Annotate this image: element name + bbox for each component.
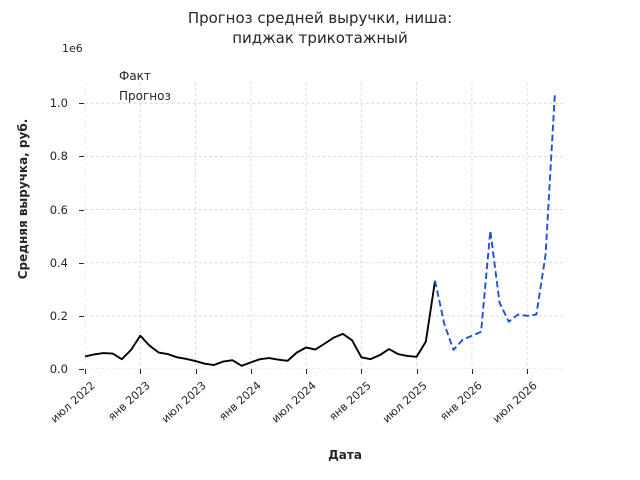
y-axis-tick-labels: 0.0 0.2 0.4 0.6 0.8 1.0 [18,0,68,480]
legend-label-forecast: Прогноз [119,89,171,103]
x-tick-mark-0 [85,369,86,374]
x-tick-label-4: июл 2024 [269,379,319,426]
y-tick-label-1: 0.2 [49,308,68,323]
x-tick-label-5: янв 2025 [326,379,375,424]
y-tick-label-4: 0.8 [49,149,68,164]
y-tick-mark-4 [79,156,84,158]
x-tick-mark-7 [471,369,473,374]
x-tick-mark-8 [527,369,529,374]
y-tick-label-3: 0.6 [49,202,68,217]
y-axis-offset-label: 1e6 [62,42,83,55]
x-tick-mark-5 [361,369,363,374]
x-tick-mark-1 [140,369,142,374]
x-tick-label-1: янв 2023 [105,379,153,424]
x-tick-label-3: янв 2024 [216,379,264,424]
x-tick-mark-2 [195,369,197,374]
y-tick-mark-1 [79,315,84,317]
legend-item-forecast: Прогноз [76,86,171,106]
legend-label-fact: Факт [119,69,151,83]
x-tick-label-7: янв 2026 [437,379,485,424]
y-tick-mark-5 [79,103,84,105]
chart-legend: Факт Прогноз [76,66,171,106]
x-tick-label-8: июл 2026 [490,379,540,426]
chart-title: Прогноз средней выручки, ниша: пиджак тр… [187,9,453,47]
x-axis-label: Дата [328,448,362,462]
y-tick-mark-3 [79,209,84,211]
x-tick-label-0: июл 2022 [48,379,98,426]
series-line-forecast [434,95,556,351]
y-tick-label-5: 1.0 [49,96,68,111]
x-tick-label-6: июл 2025 [379,379,430,426]
legend-item-fact: Факт [76,66,171,86]
x-tick-mark-6 [416,369,418,374]
y-tick-mark-0 [79,369,84,370]
y-tick-label-2: 0.4 [49,255,68,270]
series-line-fact [85,280,436,367]
y-tick-label-0: 0.0 [49,362,68,376]
x-tick-mark-3 [250,369,252,374]
x-tick-label-2: июл 2023 [158,379,209,426]
plot-area [85,82,564,369]
x-tick-mark-4 [306,369,308,374]
y-axis-label: Средняя выручка, руб. [16,118,30,280]
y-tick-mark-2 [79,262,84,264]
plot-svg [85,82,564,369]
